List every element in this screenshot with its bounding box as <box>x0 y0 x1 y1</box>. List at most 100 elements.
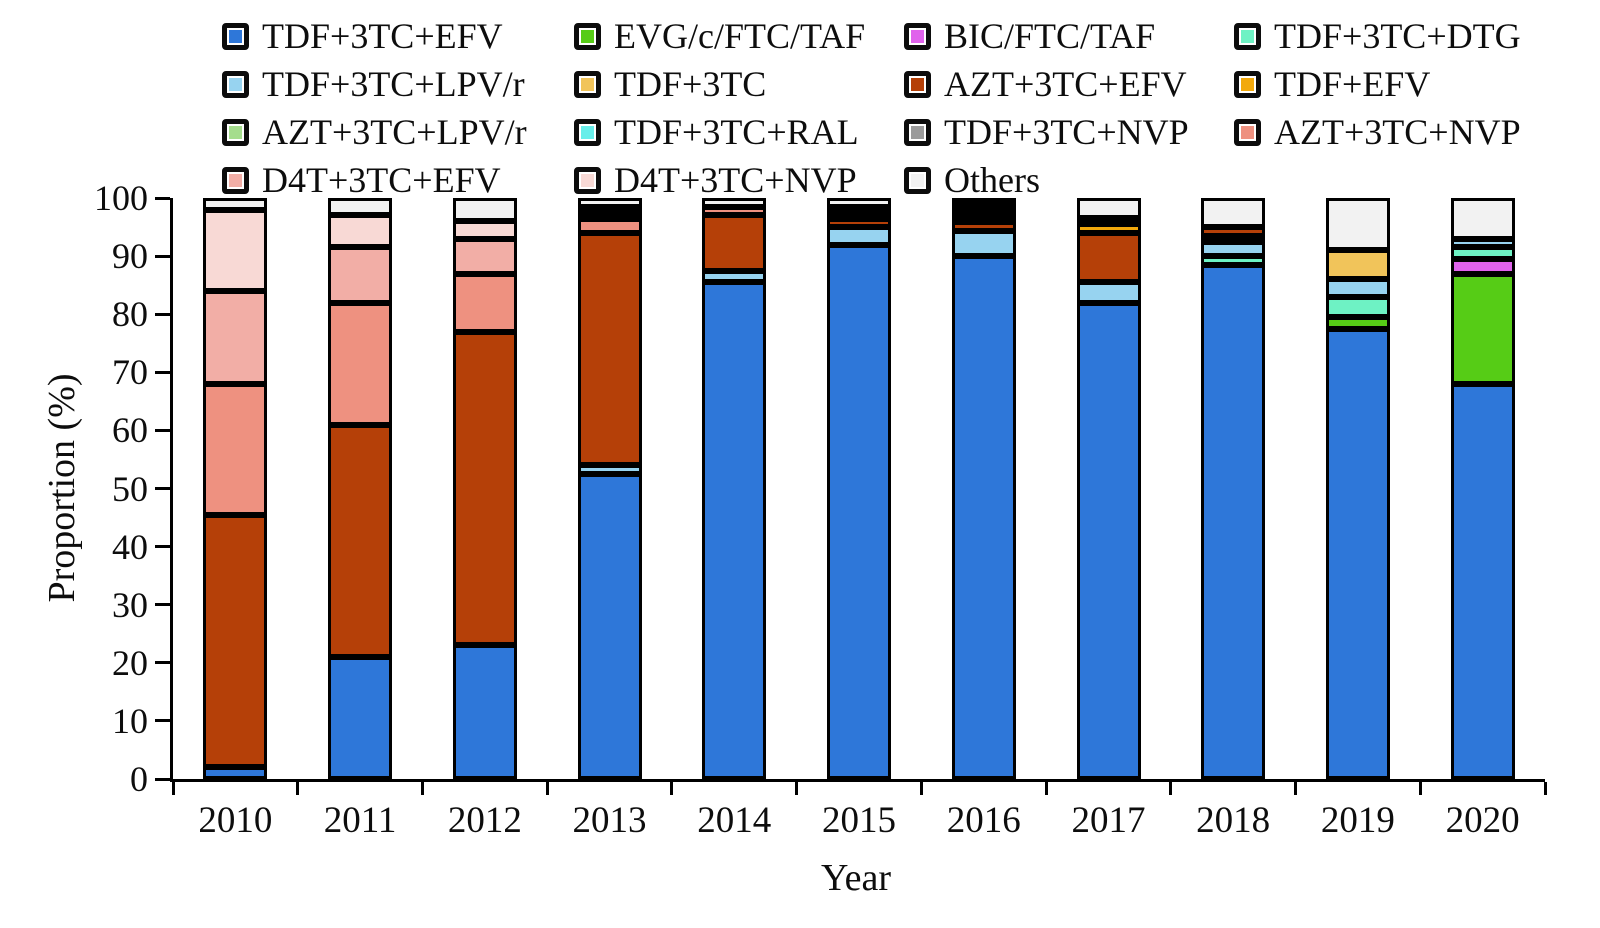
legend-label: TDF+3TC+LPV/r <box>262 64 525 104</box>
bar-segment-2013-TDF+3TC+LPV/r <box>577 465 642 475</box>
bar-slot-2010 <box>173 198 298 779</box>
legend-label: AZT+3TC+NVP <box>1274 112 1521 152</box>
bar-segment-2010-AZT+3TC+NVP <box>203 383 268 515</box>
bar-segment-2020-BIC/FTC/TAF <box>1450 259 1515 274</box>
bar-segment-2012-AZT+3TC+EFV <box>452 331 517 646</box>
y-tick <box>155 370 170 374</box>
x-tick <box>1044 782 1048 795</box>
x-tick-label-2018: 2018 <box>1196 800 1271 841</box>
bar-segment-2016-TDF+3TC+EFV <box>951 256 1016 779</box>
y-tick <box>155 428 170 432</box>
bar-2013 <box>577 198 642 779</box>
bar-segment-2014-TDF+3TC+EFV <box>702 282 767 779</box>
legend-swatch-icon <box>574 118 601 146</box>
bar-segment-2018-AZT+3TC+EFV <box>1201 227 1266 236</box>
bar-2010 <box>203 198 268 779</box>
bar-slot-2011 <box>298 198 423 779</box>
x-tick <box>1294 782 1298 795</box>
bar-segment-2011-AZT+3TC+NVP <box>328 302 393 425</box>
bar-slot-2013 <box>547 198 672 779</box>
x-tick <box>670 782 674 795</box>
legend-label: TDF+3TC+EFV <box>262 16 503 56</box>
bar-segment-2020-Others <box>1450 198 1515 239</box>
bar-segment-2017-Others <box>1076 198 1141 219</box>
bar-2019 <box>1325 198 1390 779</box>
x-tick <box>795 782 799 795</box>
x-tick <box>420 782 424 795</box>
bar-segment-2018-TDF+3TC <box>1201 235 1266 242</box>
x-tick-label-2012: 2012 <box>447 800 522 841</box>
bar-segment-2010-AZT+3TC+EFV <box>203 514 268 768</box>
y-tick-label: 30 <box>112 584 148 625</box>
bar-segment-2015-TDF+3TC+RAL <box>827 212 892 219</box>
x-tick <box>296 782 300 795</box>
legend-item: AZT+3TC+EFV <box>904 66 1234 102</box>
y-tick-label: 80 <box>112 294 148 335</box>
legend-item: TDF+3TC+EFV <box>222 18 574 54</box>
bar-segment-2012-TDF+3TC+EFV <box>452 645 517 779</box>
y-tick <box>155 545 170 549</box>
y-tick <box>155 719 170 723</box>
legend-swatch-icon <box>1234 118 1261 146</box>
legend-item: TDF+3TC+DTG <box>1234 18 1574 54</box>
legend-label: TDF+3TC <box>614 64 767 104</box>
legend-label: TDF+3TC+NVP <box>944 112 1189 152</box>
y-tick-label: 100 <box>94 178 148 218</box>
legend-swatch-icon <box>574 70 601 98</box>
bar-segment-2016-AZT+3TC+NVP <box>951 204 1016 210</box>
bar-segment-2016-AZT+3TC+EFV <box>951 222 1016 231</box>
y-tick <box>155 777 170 781</box>
legend-item: EVG/c/FTC/TAF <box>574 18 904 54</box>
bar-segment-2014-Others <box>702 198 767 207</box>
bar-segment-2015-TDF+3TC+EFV <box>827 244 892 779</box>
bar-segment-2015-Others <box>827 198 892 207</box>
x-tick-label-2011: 2011 <box>323 800 397 841</box>
bar-segment-2017-TDF+3TC+LPV/r <box>1076 282 1141 303</box>
bar-segment-2012-D4T+3TC+EFV <box>452 238 517 274</box>
legend-swatch-icon <box>222 118 249 146</box>
legend-item: Others <box>904 162 1234 198</box>
legend-label: EVG/c/FTC/TAF <box>614 16 866 56</box>
legend-swatch-icon <box>574 166 601 194</box>
legend-swatch-icon <box>1234 70 1261 98</box>
y-tick <box>155 487 170 490</box>
x-tick-label-2017: 2017 <box>1071 800 1146 841</box>
bars-container <box>173 197 1545 779</box>
bar-segment-2013-TDF+3TC+EFV <box>577 474 642 779</box>
bar-slot-2015 <box>797 198 922 779</box>
legend-item: TDF+3TC+NVP <box>904 114 1234 150</box>
bar-segment-2016-TDF+3TC+RAL <box>951 216 1016 222</box>
y-tick-label: 70 <box>112 352 148 393</box>
legend-swatch-icon <box>904 22 931 50</box>
bar-segment-2019-TDF+3TC+DTG <box>1325 296 1390 318</box>
x-tick <box>919 782 923 795</box>
x-axis-title: Year <box>820 857 892 899</box>
bar-segment-2016-TDF+3TC+LPV/r <box>951 230 1016 257</box>
bar-segment-2011-TDF+3TC+EFV <box>328 657 393 779</box>
bar-2015 <box>827 198 892 779</box>
bar-segment-2013-D4T+3TC+NVP <box>577 206 642 213</box>
bar-segment-2015-AZT+3TC+NVP <box>827 206 892 213</box>
legend: TDF+3TC+EFV EVG/c/FTC/TAF BIC/FTC/TAF TDF+3… <box>222 12 1582 204</box>
legend-item: TDF+EFV <box>1234 66 1574 102</box>
legend-swatch-icon <box>222 70 249 98</box>
legend-swatch-icon <box>222 166 249 194</box>
legend-label: TDF+3TC+DTG <box>1274 16 1521 56</box>
legend-label: TDF+EFV <box>1274 64 1431 104</box>
legend-swatch-icon <box>904 70 931 98</box>
plot-area <box>170 197 1545 782</box>
bar-segment-2017-TDF+3TC+EFV <box>1076 302 1141 779</box>
bar-segment-2012-Others <box>452 198 517 222</box>
x-tick-label-2015: 2015 <box>822 800 896 841</box>
legend-item: TDF+3TC <box>574 66 904 102</box>
x-tick-label-2019: 2019 <box>1320 800 1395 841</box>
bar-slot-2018 <box>1171 197 1296 779</box>
bar-slot-2017 <box>1046 198 1171 779</box>
x-tick-label-2010: 2010 <box>198 800 273 841</box>
bar-segment-2018-Others <box>1201 197 1266 228</box>
x-tick <box>1169 782 1173 795</box>
bar-2016 <box>951 198 1016 779</box>
bar-2017 <box>1076 198 1141 779</box>
bar-2020 <box>1450 198 1515 779</box>
